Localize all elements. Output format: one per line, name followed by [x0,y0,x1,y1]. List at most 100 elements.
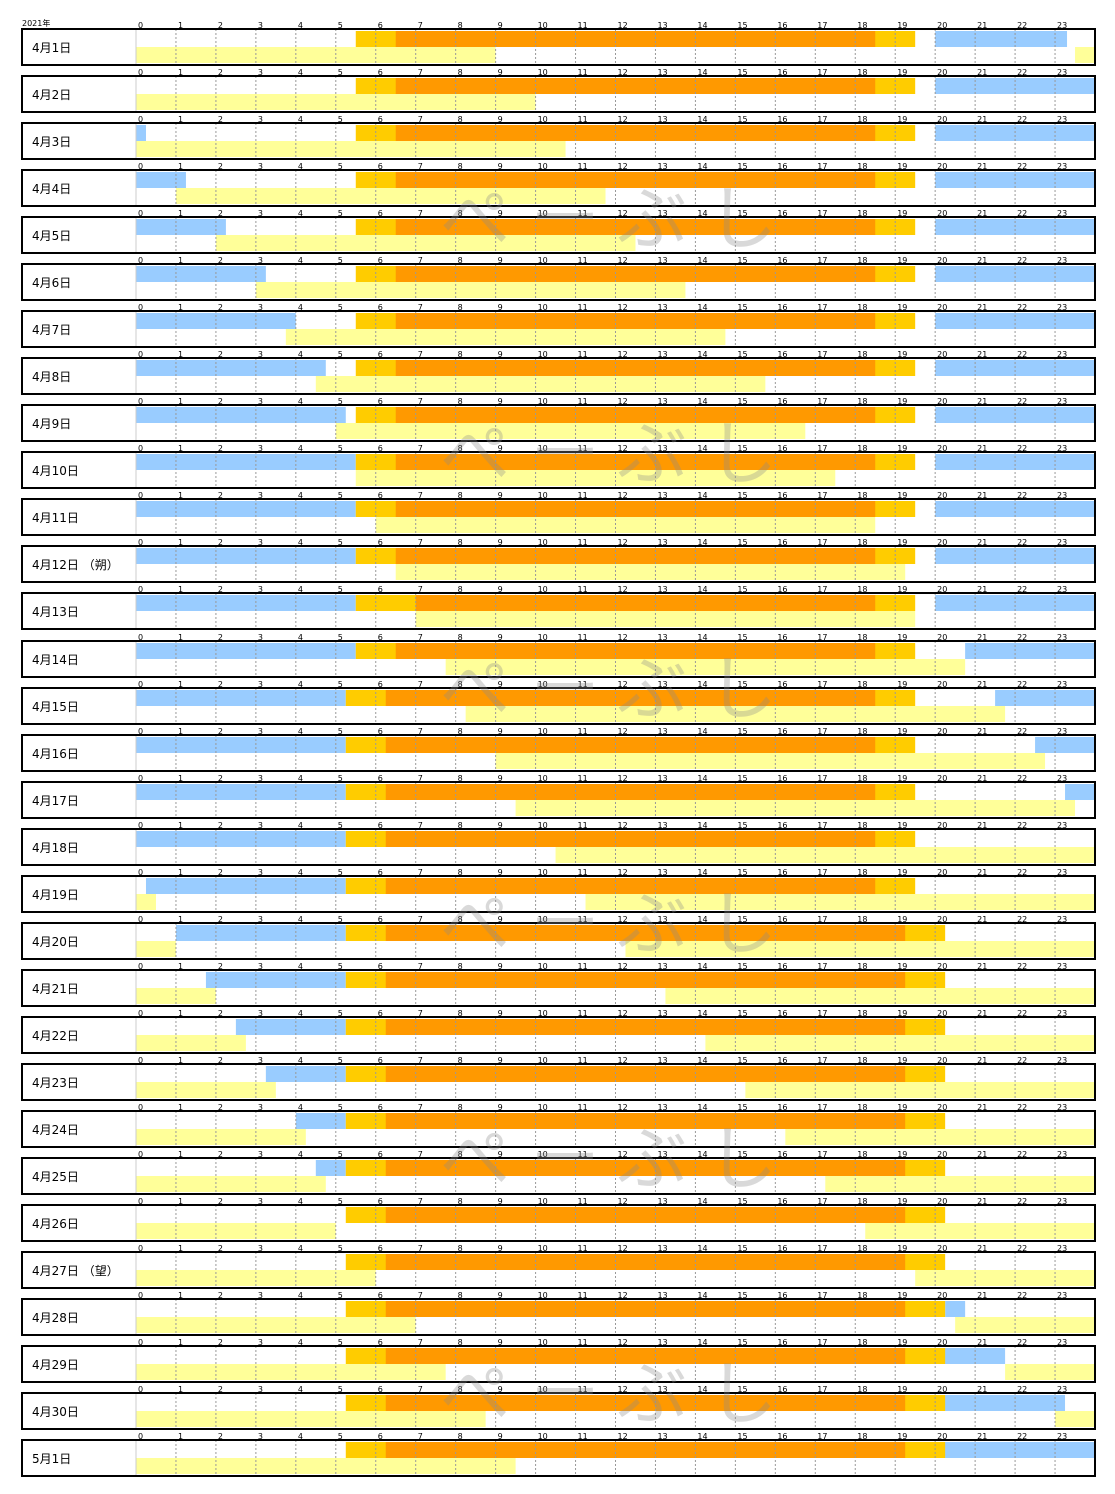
hour-tick-label: 23 [1057,68,1067,77]
row-border [21,451,1096,489]
hour-tick-label: 12 [618,1244,628,1253]
hour-tick-label: 15 [737,821,747,830]
hour-tick-label: 17 [817,68,827,77]
hour-tick-label: 15 [737,350,747,359]
day-row: 0 1 2 3 4 5 6 7 8 9 10 11 12 13 14 15 16 17 18 19 20 21 22 234月… [21,444,1096,489]
hour-tick-label: 12 [618,680,628,689]
hour-tick-label: 12 [618,1009,628,1018]
moon-day-bar [136,1176,326,1192]
hour-tick-label: 18 [857,397,867,406]
hour-tick-label: 18 [857,491,867,500]
hour-tick-label: 5 [338,303,343,312]
hour-tick-label: 8 [458,209,463,218]
hour-tick-label: 23 [1057,1338,1067,1347]
hour-tick-label: 11 [578,1009,588,1018]
hour-tick-label: 6 [378,21,383,30]
moon-day-bar [136,1364,446,1380]
moon-day-bar [865,1223,1095,1239]
hour-tick-label: 16 [777,1197,787,1206]
hour-tick-label: 18 [857,68,867,77]
hour-tick-label: 5 [338,585,343,594]
hour-tick-label: 19 [897,585,907,594]
row-border [21,216,1096,254]
hour-tick-label: 2 [218,1056,223,1065]
hour-tick-label: 8 [458,633,463,642]
hour-tick-label: 17 [817,1432,827,1441]
hour-tick-label: 1 [178,774,183,783]
hour-tick-label: 14 [697,115,707,124]
hour-tick-label: 6 [378,303,383,312]
moon-day-bar [136,1411,486,1427]
hour-tick-label: 13 [657,68,667,77]
moon-night-bar [136,784,346,800]
day-row: 0 1 2 3 4 5 6 7 8 9 10 11 12 13 14 15 16 17 18 19 20 21 22 234月… [21,585,1096,630]
hour-tick-label: 2 [218,1338,223,1347]
hour-tick-label: 18 [857,962,867,971]
moon-night-bar [136,595,356,611]
hour-tick-label: 1 [178,256,183,265]
moon-day-bar [415,611,916,627]
hour-tick-label: 1 [178,209,183,218]
hour-tick-label: 5 [338,491,343,500]
hour-tick-label: 10 [538,727,548,736]
moon-night-bar [315,1160,346,1176]
hour-tick-label: 12 [618,21,628,30]
hour-tick-label: 3 [258,1009,263,1018]
hour-tick-label: 20 [937,1244,947,1253]
row-border [21,357,1096,395]
moon-night-bar [205,972,346,988]
hour-tick-label: 0 [138,774,143,783]
day-row: 0 1 2 3 4 5 6 7 8 9 10 11 12 13 14 15 16 17 18 19 20 21 22 234月… [21,350,1096,395]
hour-tick-label: 5 [338,1009,343,1018]
hour-tick-label: 12 [618,585,628,594]
hour-tick-label: 8 [458,1338,463,1347]
hour-tick-label: 17 [817,397,827,406]
hour-tick-label: 12 [618,538,628,547]
sun-bar [395,548,876,564]
hour-tick-label: 5 [338,962,343,971]
hour-tick-label: 21 [977,1291,987,1300]
row-border [21,404,1096,442]
hour-tick-label: 16 [777,209,787,218]
hour-tick-label: 14 [697,1338,707,1347]
hour-tick-label: 17 [817,585,827,594]
hour-tick-label: 16 [777,1291,787,1300]
hour-tick-label: 17 [817,303,827,312]
hour-tick-label: 14 [697,68,707,77]
hour-tick-label: 22 [1017,491,1027,500]
hour-tick-label: 16 [777,538,787,547]
hour-tick-label: 16 [777,1244,787,1253]
hour-tick-label: 21 [977,538,987,547]
hour-tick-label: 14 [697,727,707,736]
hour-tick-label: 17 [817,1056,827,1065]
hour-tick-label: 2 [218,1150,223,1159]
hour-tick-label: 16 [777,1150,787,1159]
hour-tick-label: 9 [498,1432,503,1441]
sun-bar [395,643,876,659]
day-row: 0 1 2 3 4 5 6 7 8 9 10 11 12 13 14 15 16 17 18 19 20 21 22 234月… [21,21,1096,66]
date-label: 4月3日 [32,135,71,149]
hour-tick-label: 1 [178,444,183,453]
hour-tick-label: 1 [178,821,183,830]
hour-tick-label: 9 [498,1197,503,1206]
hour-tick-label: 16 [777,1103,787,1112]
hour-tick-label: 10 [538,68,548,77]
hour-tick-label: 8 [458,1197,463,1206]
hour-tick-label: 3 [258,1244,263,1253]
hour-tick-label: 13 [657,350,667,359]
hour-tick-label: 0 [138,303,143,312]
hour-tick-label: 13 [657,209,667,218]
hour-tick-label: 21 [977,115,987,124]
hour-tick-label: 13 [657,1244,667,1253]
hour-tick-label: 23 [1057,915,1067,924]
moon-day-bar [1055,1411,1095,1427]
hour-tick-label: 9 [498,491,503,500]
moon-day-bar [136,1082,276,1098]
hour-tick-label: 6 [378,821,383,830]
hour-tick-label: 23 [1057,21,1067,30]
hour-tick-label: 17 [817,1291,827,1300]
hour-tick-label: 1 [178,585,183,594]
hour-tick-label: 4 [298,209,303,218]
day-row: 0 1 2 3 4 5 6 7 8 9 10 11 12 13 14 15 16 17 18 19 20 21 22 234月… [21,962,1096,1007]
moon-day-bar [175,188,606,204]
